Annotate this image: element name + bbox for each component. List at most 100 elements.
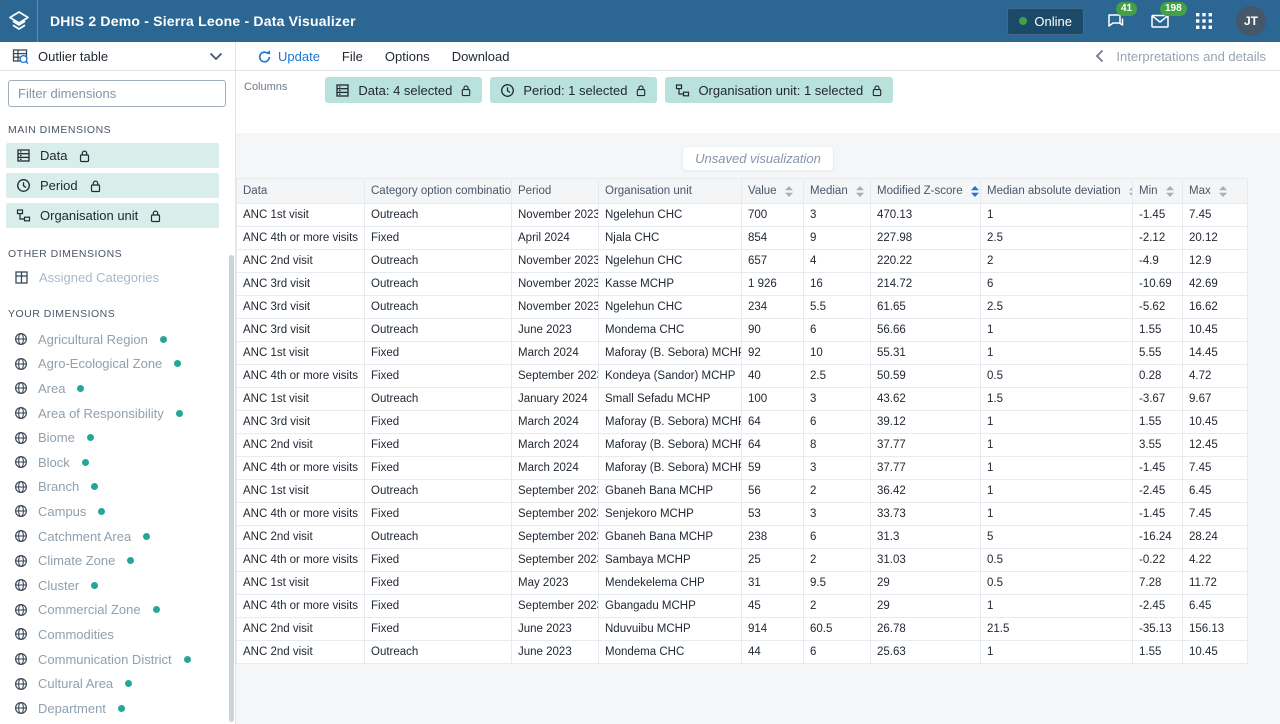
dhis2-logo[interactable] (0, 0, 38, 42)
interpretations-messages-button[interactable]: 41 (1104, 9, 1128, 33)
cell-data: ANC 1st visit (237, 388, 365, 411)
dimension-item-data[interactable]: Data (6, 143, 219, 168)
dimension-item[interactable]: Climate Zone (0, 548, 235, 573)
dimension-item[interactable]: Cluster (0, 573, 235, 598)
dimension-item[interactable]: Department (0, 696, 235, 721)
cell-median: 6 (804, 319, 871, 342)
chip-period[interactable]: Period: 1 selected (490, 77, 657, 103)
chevron-left-icon (1095, 49, 1104, 63)
user-avatar[interactable]: JT (1236, 6, 1266, 36)
column-header[interactable]: Modified Z-score (871, 179, 981, 204)
chip-organisation-unit[interactable]: Organisation unit: 1 selected (665, 77, 893, 103)
dimension-item[interactable]: Area (0, 376, 235, 401)
cell-median: 3 (804, 388, 871, 411)
cell-modified-z-score: 29 (871, 572, 981, 595)
cell-value: 657 (742, 250, 804, 273)
unsaved-visualization-badge: Unsaved visualization (682, 146, 834, 171)
column-header[interactable]: Min (1133, 179, 1183, 204)
dimension-used-dot (125, 680, 132, 687)
column-header[interactable]: Data (237, 179, 365, 204)
cell-organisation-unit: Small Sefadu MCHP (599, 388, 742, 411)
cell-median: 3 (804, 503, 871, 526)
dimension-item[interactable]: Block (0, 450, 235, 475)
column-header[interactable]: Organisation unit (599, 179, 742, 204)
column-header[interactable]: Median (804, 179, 871, 204)
dimension-item[interactable]: Commodities (0, 622, 235, 647)
dimension-item-period[interactable]: Period (6, 173, 219, 198)
cell-category-option-combination: Fixed (365, 503, 512, 526)
dimension-item-assigned-categories[interactable]: Assigned Categories (0, 267, 235, 288)
table-row: ANC 4th or more visits Fixed April 2024 … (237, 227, 1248, 250)
dimension-item[interactable]: Agro-Ecological Zone (0, 352, 235, 377)
column-header[interactable]: Value (742, 179, 804, 204)
update-button[interactable]: Update (246, 45, 331, 68)
globe-icon (14, 455, 28, 469)
sort-arrows-icon (1166, 186, 1174, 197)
cell-category-option-combination: Outreach (365, 204, 512, 227)
download-menu[interactable]: Download (441, 45, 521, 68)
dimension-item[interactable]: Commercial Zone (0, 598, 235, 623)
dimension-item[interactable]: Branch (0, 475, 235, 500)
cell-category-option-combination: Fixed (365, 457, 512, 480)
dimension-item-organisation-unit[interactable]: Organisation unit (6, 203, 219, 228)
cell-data: ANC 1st visit (237, 480, 365, 503)
dimension-used-dot (77, 385, 84, 392)
column-header[interactable]: Category option combination (365, 179, 512, 204)
cell-max: 7.45 (1183, 204, 1248, 227)
table-row: ANC 2nd visit Outreach November 2023 Nge… (237, 250, 1248, 273)
dimension-item[interactable]: Communication District (0, 647, 235, 672)
cell-modified-z-score: 43.62 (871, 388, 981, 411)
cell-data: ANC 3rd visit (237, 411, 365, 434)
cell-value: 100 (742, 388, 804, 411)
lock-icon (635, 84, 647, 97)
column-header-label: Data (243, 185, 267, 197)
cell-median: 2.5 (804, 365, 871, 388)
dimension-item[interactable]: Biome (0, 425, 235, 450)
globe-icon (14, 677, 28, 691)
cell-organisation-unit: Nduvuibu MCHP (599, 618, 742, 641)
column-header[interactable]: Median absolute deviation (981, 179, 1133, 204)
sort-arrows-icon (971, 186, 979, 197)
cell-median-absolute-deviation: 2 (981, 250, 1133, 273)
lock-icon (78, 149, 91, 163)
cell-value: 90 (742, 319, 804, 342)
sidebar-scrollbar[interactable] (229, 255, 234, 722)
column-header[interactable]: Max (1183, 179, 1248, 204)
column-header[interactable]: Period (512, 179, 599, 204)
interpretations-toggle[interactable]: Interpretations and details (1095, 49, 1280, 64)
cell-modified-z-score: 39.12 (871, 411, 981, 434)
dimension-label: Biome (38, 430, 75, 445)
cell-median: 6 (804, 526, 871, 549)
cell-organisation-unit: Maforay (B. Sebora) MCHP (599, 457, 742, 480)
dimension-item[interactable]: Cultural Area (0, 671, 235, 696)
dimension-item[interactable]: Agricultural Region (0, 327, 235, 352)
dimension-item[interactable]: Catchment Area (0, 524, 235, 549)
org-unit-tree-icon (675, 83, 690, 98)
mail-button[interactable]: 198 (1148, 9, 1172, 33)
cell-min: -2.45 (1133, 595, 1183, 618)
dimension-item[interactable]: Area of Responsibility (0, 401, 235, 426)
filter-dimensions-input[interactable] (8, 80, 226, 107)
visualization-type-selector[interactable]: Outlier table (0, 42, 236, 70)
online-status-badge[interactable]: Online (1007, 8, 1084, 35)
chip-data[interactable]: Data: 4 selected (325, 77, 482, 103)
apps-menu-button[interactable] (1192, 9, 1216, 33)
table-row: ANC 4th or more visits Fixed September 2… (237, 503, 1248, 526)
cell-median-absolute-deviation: 2.5 (981, 227, 1133, 250)
cell-max: 11.72 (1183, 572, 1248, 595)
cell-modified-z-score: 25.63 (871, 641, 981, 664)
cell-median: 3 (804, 204, 871, 227)
cell-value: 914 (742, 618, 804, 641)
cell-min: 1.55 (1133, 641, 1183, 664)
cell-data: ANC 2nd visit (237, 434, 365, 457)
outlier-table: Data Category option comb (236, 178, 1248, 664)
online-label: Online (1034, 14, 1072, 29)
options-menu[interactable]: Options (374, 45, 441, 68)
file-menu[interactable]: File (331, 45, 374, 68)
dimension-item[interactable]: Campus (0, 499, 235, 524)
cell-organisation-unit: Senjekoro MCHP (599, 503, 742, 526)
table-row: ANC 4th or more visits Fixed September 2… (237, 595, 1248, 618)
sort-arrows-icon (785, 186, 793, 197)
table-row: ANC 1st visit Fixed March 2024 Maforay (… (237, 342, 1248, 365)
dimension-item[interactable]: Development Zone (0, 721, 235, 724)
